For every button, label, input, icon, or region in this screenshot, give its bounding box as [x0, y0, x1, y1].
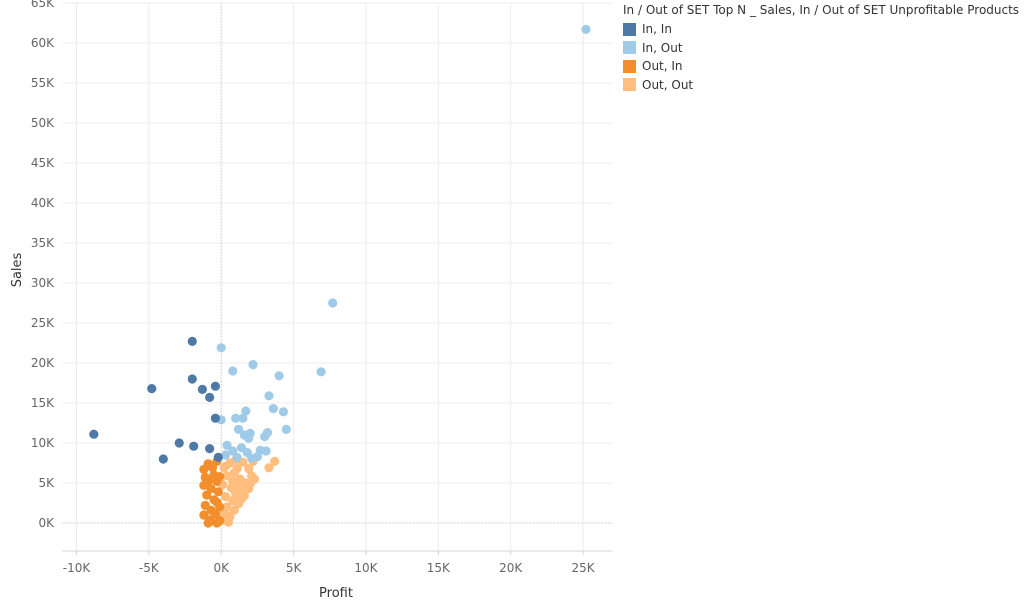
- data-point[interactable]: [220, 461, 231, 471]
- y-tick-label: 0K: [38, 516, 55, 530]
- y-tick-label: 35K: [31, 236, 55, 250]
- data-point[interactable]: [241, 406, 251, 416]
- x-tick-label: 5K: [286, 561, 303, 575]
- x-tick-label: 10K: [354, 561, 378, 575]
- data-point[interactable]: [189, 441, 199, 451]
- y-tick-label: 10K: [31, 436, 55, 450]
- data-point[interactable]: [268, 404, 278, 414]
- data-point[interactable]: [158, 454, 168, 464]
- data-point[interactable]: [270, 456, 280, 466]
- legend-title: In / Out of SET Top N _ Sales, In / Out …: [623, 3, 1020, 17]
- y-tick-label: 40K: [31, 196, 55, 210]
- y-tick-label: 15K: [31, 396, 55, 410]
- data-point[interactable]: [197, 384, 207, 394]
- data-point[interactable]: [248, 360, 258, 370]
- data-point[interactable]: [187, 374, 197, 384]
- data-point[interactable]: [213, 452, 223, 462]
- y-tick-label: 55K: [31, 76, 55, 90]
- data-point[interactable]: [238, 485, 248, 495]
- data-point[interactable]: [264, 391, 274, 401]
- data-point[interactable]: [244, 464, 254, 474]
- legend-label: In, In: [642, 22, 672, 37]
- data-point[interactable]: [222, 440, 232, 450]
- data-point[interactable]: [202, 490, 212, 500]
- x-tick-label: 20K: [499, 561, 523, 575]
- y-tick-label: 50K: [31, 116, 55, 130]
- y-tick-label: 30K: [31, 276, 55, 290]
- data-point[interactable]: [215, 502, 225, 512]
- legend-swatch: [623, 78, 636, 92]
- data-point[interactable]: [233, 424, 244, 434]
- data-point[interactable]: [232, 464, 242, 474]
- legend-item-out-in[interactable]: Out, In: [623, 57, 1021, 76]
- data-point[interactable]: [264, 463, 274, 473]
- data-point[interactable]: [328, 298, 338, 308]
- data-point[interactable]: [223, 517, 234, 527]
- data-point[interactable]: [210, 413, 221, 423]
- legend-item-in-in[interactable]: In, In: [623, 20, 1021, 39]
- x-tick-label: 0K: [213, 561, 230, 575]
- data-point[interactable]: [236, 494, 247, 504]
- y-tick-label: 65K: [31, 0, 55, 10]
- data-point[interactable]: [238, 413, 248, 423]
- data-point[interactable]: [205, 444, 215, 454]
- data-point[interactable]: [581, 24, 591, 34]
- data-point[interactable]: [278, 407, 289, 417]
- data-point[interactable]: [281, 424, 291, 434]
- legend-item-out-out[interactable]: Out, Out: [623, 76, 1021, 95]
- data-point[interactable]: [203, 518, 213, 528]
- data-point[interactable]: [274, 371, 284, 381]
- y-axis-title: Sales: [10, 252, 25, 287]
- legend: In / Out of SET Top N _ Sales, In / Out …: [623, 3, 1021, 94]
- data-point[interactable]: [215, 516, 225, 526]
- data-point[interactable]: [213, 487, 223, 497]
- data-point[interactable]: [220, 450, 231, 460]
- y-tick-label: 5K: [38, 476, 55, 490]
- x-axis-title: Profit: [319, 586, 353, 601]
- data-point[interactable]: [220, 492, 231, 502]
- data-point[interactable]: [205, 392, 215, 402]
- legend-label: In, Out: [642, 40, 683, 55]
- legend-label: Out, Out: [642, 77, 694, 92]
- data-point[interactable]: [89, 429, 99, 439]
- y-tick-label: 25K: [31, 316, 55, 330]
- x-tick-label: -5K: [139, 561, 160, 575]
- data-point[interactable]: [215, 472, 225, 482]
- legend-swatch: [623, 22, 636, 36]
- grid-lines: [62, 2, 612, 552]
- x-tick-label: 15K: [427, 561, 451, 575]
- data-point[interactable]: [231, 413, 241, 423]
- data-point[interactable]: [187, 336, 197, 346]
- y-tick-label: 45K: [31, 156, 55, 170]
- data-point[interactable]: [147, 384, 157, 394]
- data-point[interactable]: [216, 343, 226, 353]
- data-point[interactable]: [260, 432, 270, 442]
- y-tick-label: 20K: [31, 356, 55, 370]
- x-axis: -10K -5K 0K 5K 10K 15K 20K 25K: [63, 551, 596, 575]
- legend-label: Out, In: [642, 59, 683, 74]
- x-tick-label: 25K: [571, 561, 595, 575]
- data-point[interactable]: [232, 452, 242, 462]
- data-point[interactable]: [174, 438, 184, 448]
- data-point[interactable]: [203, 476, 213, 486]
- data-point[interactable]: [228, 476, 238, 486]
- legend-swatch: [623, 59, 636, 73]
- data-point[interactable]: [316, 367, 326, 377]
- data-point[interactable]: [228, 366, 238, 376]
- data-point[interactable]: [222, 471, 232, 481]
- data-points: [89, 24, 591, 528]
- data-point[interactable]: [231, 488, 241, 498]
- data-point[interactable]: [210, 381, 221, 391]
- data-point[interactable]: [247, 453, 257, 463]
- data-point[interactable]: [244, 433, 254, 443]
- data-point[interactable]: [245, 479, 255, 489]
- legend-item-in-out[interactable]: In, Out: [623, 39, 1021, 58]
- x-tick-label: -10K: [63, 561, 92, 575]
- legend-swatch: [623, 41, 636, 55]
- y-tick-label: 60K: [31, 36, 55, 50]
- y-axis: 0K 5K 10K 15K 20K 25K 30K 35K 40K 45K 50K 55K 60K 65K: [31, 0, 55, 530]
